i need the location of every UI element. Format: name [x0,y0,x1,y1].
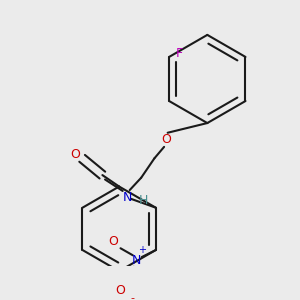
Text: F: F [176,47,183,60]
Text: -: - [131,292,135,300]
Text: H: H [138,194,148,207]
Text: O: O [70,148,80,161]
Text: +: + [138,245,146,255]
Text: N: N [122,190,132,204]
Text: O: O [161,133,171,146]
Text: O: O [116,284,125,297]
Text: N: N [132,254,141,267]
Text: O: O [109,235,118,248]
